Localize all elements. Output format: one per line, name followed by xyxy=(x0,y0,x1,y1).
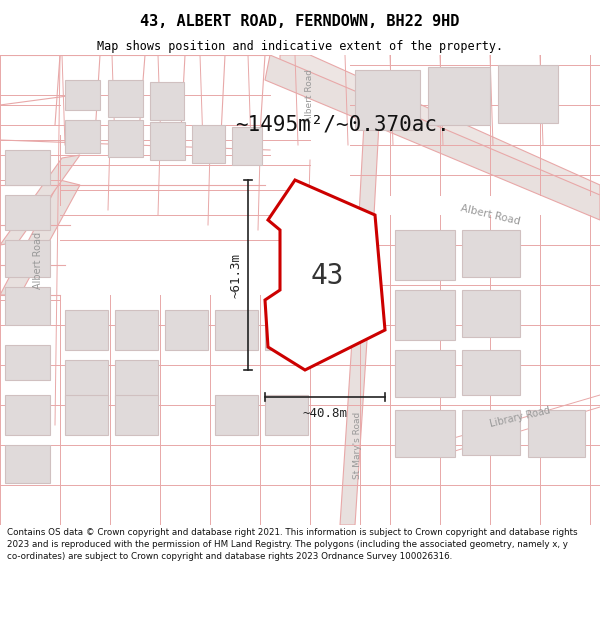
Polygon shape xyxy=(5,240,50,277)
Polygon shape xyxy=(528,410,585,457)
Polygon shape xyxy=(340,325,368,525)
Polygon shape xyxy=(395,350,455,397)
Text: Albert Road: Albert Road xyxy=(459,203,521,227)
Polygon shape xyxy=(355,70,420,130)
Polygon shape xyxy=(353,105,380,325)
Polygon shape xyxy=(265,55,600,220)
Polygon shape xyxy=(265,395,308,435)
Polygon shape xyxy=(108,120,143,157)
Text: Contains OS data © Crown copyright and database right 2021. This information is : Contains OS data © Crown copyright and d… xyxy=(7,528,578,561)
Polygon shape xyxy=(0,180,80,295)
Polygon shape xyxy=(150,122,185,160)
Polygon shape xyxy=(115,310,158,350)
Polygon shape xyxy=(232,127,262,165)
Polygon shape xyxy=(5,345,50,380)
Polygon shape xyxy=(115,395,158,435)
Text: Albert Road: Albert Road xyxy=(33,231,43,289)
Polygon shape xyxy=(265,310,308,350)
Text: ~1495m²/~0.370ac.: ~1495m²/~0.370ac. xyxy=(235,115,449,135)
Polygon shape xyxy=(395,290,455,340)
Polygon shape xyxy=(462,290,520,337)
Polygon shape xyxy=(5,445,50,483)
Polygon shape xyxy=(5,395,50,435)
Polygon shape xyxy=(395,410,455,457)
Text: ~40.8m: ~40.8m xyxy=(302,407,347,420)
Polygon shape xyxy=(5,150,50,185)
Polygon shape xyxy=(395,230,455,280)
Polygon shape xyxy=(65,360,108,400)
Polygon shape xyxy=(65,310,108,350)
Polygon shape xyxy=(462,350,520,395)
Polygon shape xyxy=(115,360,158,400)
Polygon shape xyxy=(498,65,558,123)
Polygon shape xyxy=(428,67,490,125)
Polygon shape xyxy=(462,410,520,455)
Polygon shape xyxy=(65,120,100,153)
Polygon shape xyxy=(0,155,80,245)
Polygon shape xyxy=(215,310,258,350)
Polygon shape xyxy=(215,395,258,435)
Polygon shape xyxy=(65,80,100,110)
Polygon shape xyxy=(150,82,184,120)
Polygon shape xyxy=(108,80,143,117)
Text: St Mary's Road: St Mary's Road xyxy=(353,411,362,479)
Polygon shape xyxy=(265,180,385,370)
Polygon shape xyxy=(5,287,50,325)
Polygon shape xyxy=(165,310,208,350)
Text: 43, ALBERT ROAD, FERNDOWN, BH22 9HD: 43, ALBERT ROAD, FERNDOWN, BH22 9HD xyxy=(140,14,460,29)
Polygon shape xyxy=(65,395,108,435)
Text: Albert Road: Albert Road xyxy=(305,69,314,121)
Text: 43: 43 xyxy=(311,262,344,290)
Text: Map shows position and indicative extent of the property.: Map shows position and indicative extent… xyxy=(97,39,503,52)
Polygon shape xyxy=(462,230,520,277)
Text: ~61.3m: ~61.3m xyxy=(229,253,242,298)
Text: Library Road: Library Road xyxy=(489,405,551,429)
Polygon shape xyxy=(5,195,50,230)
Polygon shape xyxy=(280,55,600,215)
Polygon shape xyxy=(192,125,225,163)
